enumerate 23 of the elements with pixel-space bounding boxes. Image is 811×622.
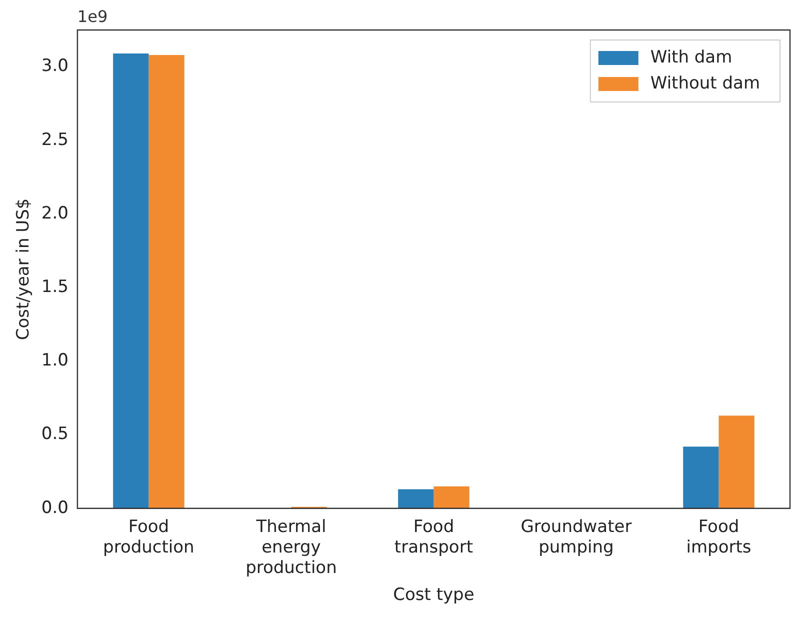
x-tick-label: Thermal energy production — [246, 517, 337, 578]
x-tick-label: Groundwater pumping — [520, 517, 632, 558]
y-tick-label: 0.0 — [41, 498, 68, 518]
y-tick-label: 1.5 — [41, 277, 68, 298]
y-axis-title: Cost/year in US$ — [14, 198, 34, 340]
x-axis-title: Cost type — [393, 585, 474, 606]
y-tick-label: 1.0 — [41, 350, 68, 371]
bar — [113, 54, 149, 508]
bar — [398, 489, 434, 508]
legend-label: Without dam — [650, 73, 760, 94]
y-tick-label: 0.5 — [41, 424, 68, 444]
text: 1e9 — [77, 7, 108, 26]
bar — [148, 55, 184, 508]
legend-label: With dam — [650, 47, 732, 68]
y-tick-label: 3.0 — [41, 56, 68, 76]
bar — [434, 486, 470, 508]
y-tick-label: 2.0 — [41, 203, 68, 224]
y-tick-label: 2.5 — [41, 130, 68, 150]
x-tick-label: Food production — [103, 517, 194, 558]
bar — [683, 446, 719, 508]
bar — [718, 416, 754, 508]
x-tick-label: Food imports — [686, 517, 752, 558]
x-tick-label: Food transport — [394, 517, 474, 558]
